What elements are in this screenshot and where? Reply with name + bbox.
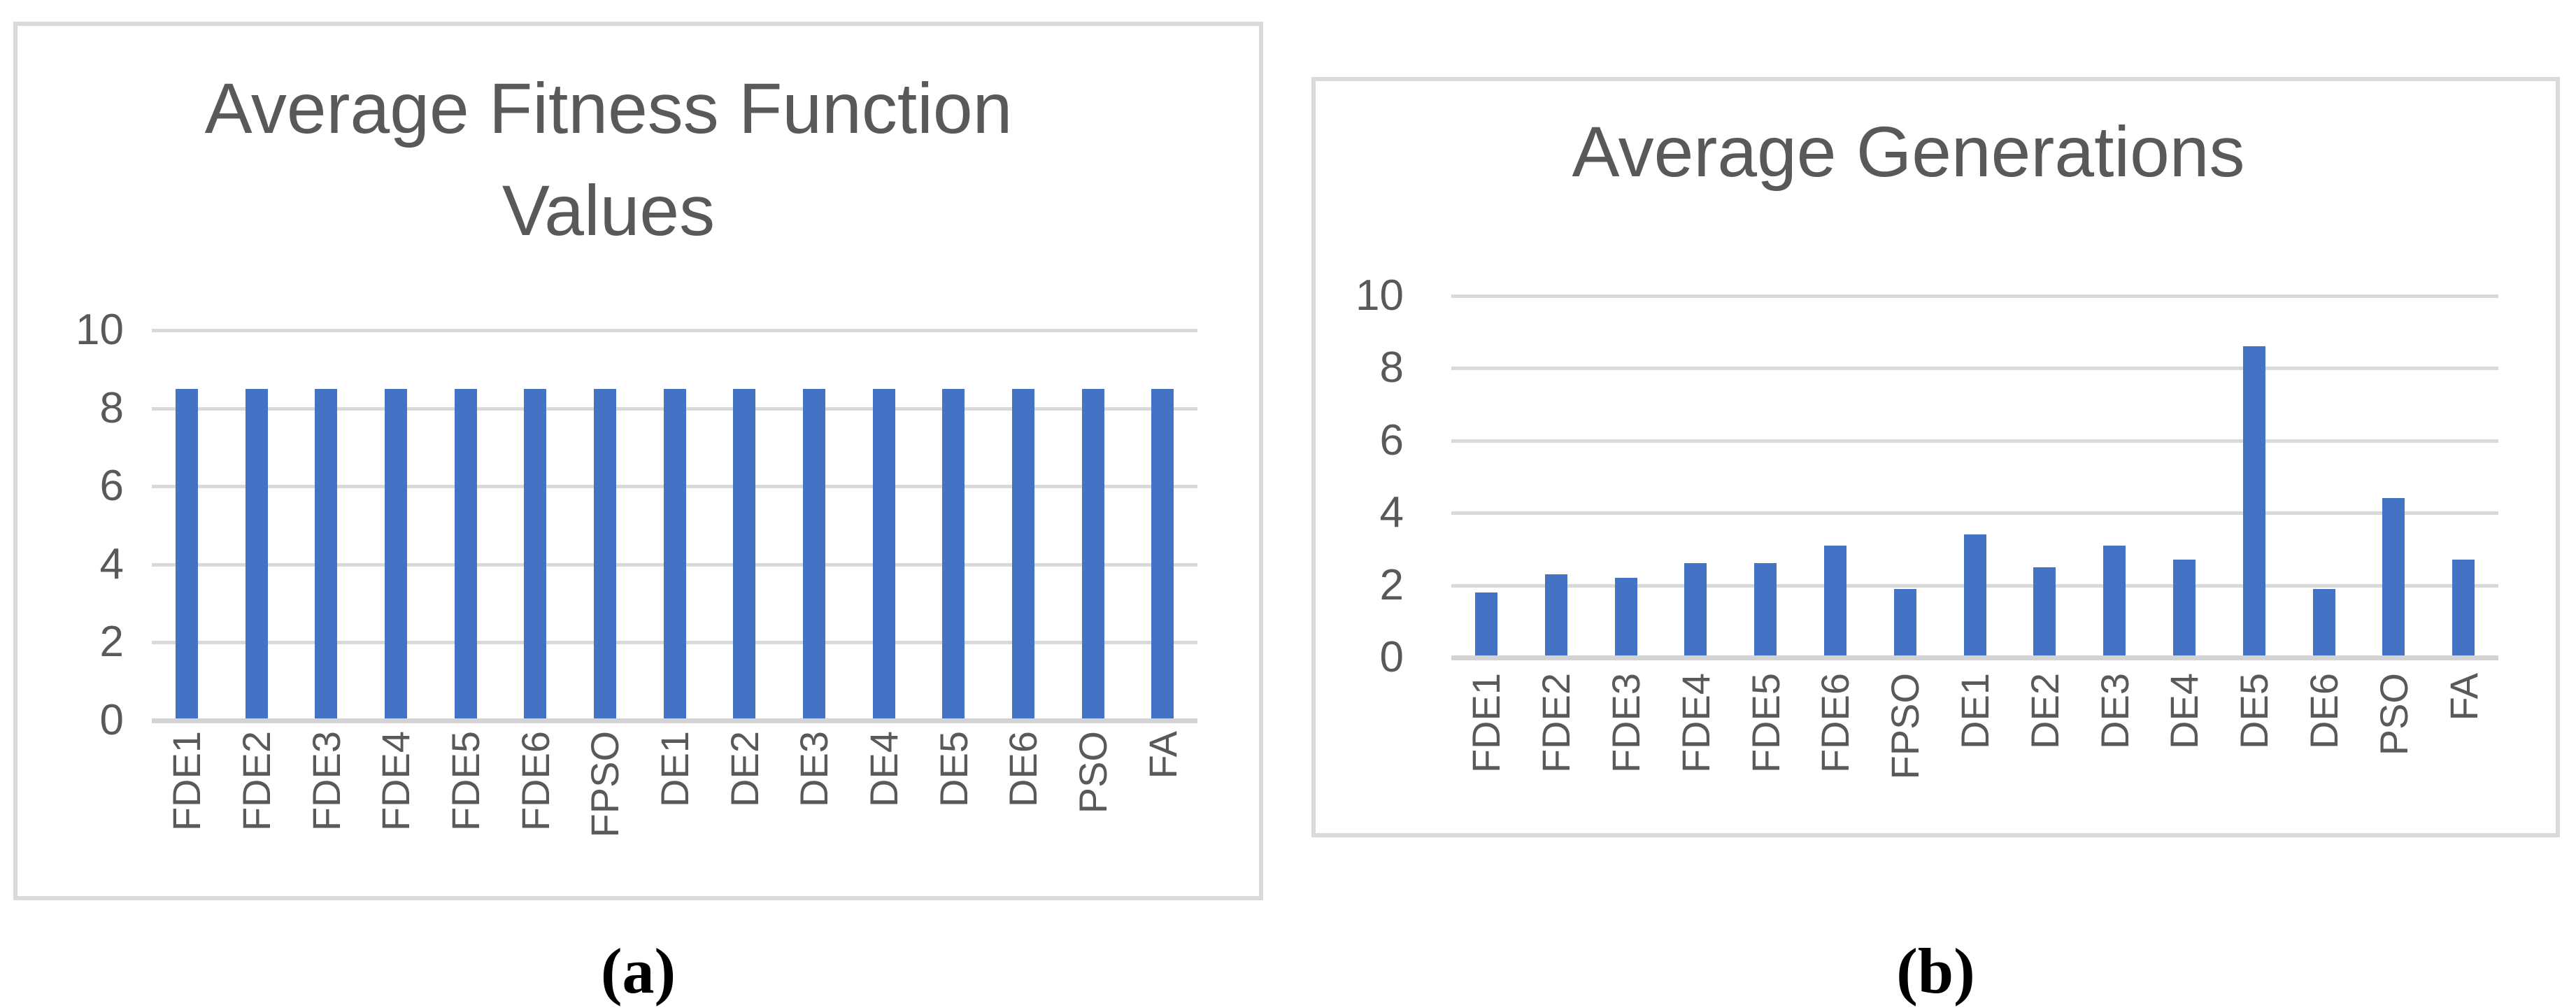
gridline-y10: [152, 329, 1197, 332]
x-tick-text: FDE2: [234, 731, 278, 832]
x-tick-text: DE5: [931, 731, 976, 807]
chart-title-line: Average Generations: [1572, 112, 2245, 192]
gridline-y6: [1451, 439, 2498, 443]
y-tick-label: 4: [99, 539, 124, 588]
y-tick-label: 10: [76, 306, 124, 354]
bar-FDE6: [524, 388, 547, 720]
chart-title: Average Generations: [1316, 101, 2501, 203]
chart-panel-a: Average Fitness Function Values 0 2 4 6 8 10 FDE…: [13, 22, 1263, 900]
bar-FDE2: [1544, 574, 1567, 658]
y-tick-label: 0: [99, 696, 124, 744]
bar-DE5: [2242, 346, 2265, 658]
bar-FDE1: [175, 388, 198, 720]
chart-title-line: Average Fitness Function: [204, 69, 1013, 148]
y-tick-label: 10: [1355, 271, 1404, 320]
x-axis-line: [152, 718, 1197, 723]
x-tick-text: DE2: [722, 731, 767, 807]
x-tick-text: FDE5: [1743, 673, 1788, 774]
x-tick-text: PSO: [2371, 673, 2416, 756]
x-tick-label-FA: FA: [1120, 731, 1204, 897]
bar-DE3: [802, 388, 825, 720]
bar-PSO: [1081, 388, 1104, 720]
bar-DE2: [2033, 567, 2056, 658]
chart-title: Average Fitness Function Values: [17, 57, 1200, 262]
x-tick-text: FDE1: [164, 731, 209, 832]
y-tick-label: 8: [1379, 343, 1404, 392]
bar-DE1: [1963, 534, 1986, 658]
x-tick-text: DE5: [2232, 673, 2277, 749]
figure-caption-a: (a): [600, 935, 676, 1007]
bar-FDE2: [245, 388, 268, 720]
bar-FDE1: [1474, 592, 1497, 658]
bar-DE1: [663, 388, 686, 720]
x-tick-text: DE1: [1953, 673, 1997, 749]
bar-FA: [1151, 388, 1174, 720]
y-tick-label: 4: [1379, 488, 1404, 537]
gridline-y8: [1451, 367, 2498, 370]
x-tick-text: FPSO: [583, 731, 627, 838]
x-tick-text: FDE4: [1673, 673, 1718, 774]
x-tick-text: PSO: [1071, 731, 1115, 814]
bar-FDE3: [315, 388, 338, 720]
bar-DE2: [733, 388, 756, 720]
bar-FDE6: [1823, 545, 1846, 658]
x-tick-label-FA: FA: [2421, 673, 2505, 799]
x-tick-text: DE3: [792, 731, 837, 807]
y-tick-label: 0: [1379, 633, 1404, 681]
bar-DE3: [2103, 545, 2126, 658]
bar-FPSO: [1893, 588, 1916, 658]
x-tick-text: FDE6: [1813, 673, 1858, 774]
bar-FPSO: [593, 388, 616, 720]
bar-FDE4: [384, 388, 407, 720]
x-tick-text: FDE5: [443, 731, 488, 832]
x-tick-text: FDE3: [1604, 673, 1648, 774]
figure-caption-b: (b): [1896, 935, 1975, 1007]
x-tick-text: DE4: [862, 731, 906, 807]
x-tick-text: DE3: [2092, 673, 2137, 749]
y-tick-label: 6: [1379, 416, 1404, 464]
x-tick-text: DE1: [653, 731, 697, 807]
y-tick-label: 2: [99, 618, 124, 667]
x-tick-text: FDE4: [373, 731, 418, 832]
chart-panel-b: Average Generations 0 2 4 6 8 10 FDE1 FDE2 FDE3 FD…: [1311, 77, 2560, 837]
x-axis-line: [1451, 655, 2498, 660]
x-tick-text: FDE2: [1534, 673, 1579, 774]
chart-title-line: Values: [501, 171, 716, 250]
bar-DE6: [1011, 388, 1034, 720]
y-tick-label: 6: [99, 462, 124, 511]
bar-FDE5: [1754, 563, 1777, 658]
x-tick-text: DE6: [1001, 731, 1046, 807]
y-tick-label: 2: [1379, 560, 1404, 609]
x-tick-text: FA: [2441, 673, 2486, 721]
y-tick-label: 8: [99, 383, 124, 432]
bar-DE5: [942, 388, 965, 720]
x-tick-text: FA: [1140, 731, 1185, 779]
bar-PSO: [2382, 498, 2405, 658]
x-tick-text: DE6: [2302, 673, 2346, 749]
x-tick-text: FDE6: [513, 731, 557, 832]
x-tick-text: FDE1: [1464, 673, 1509, 774]
x-tick-text: DE4: [2162, 673, 2207, 749]
x-tick-text: FDE3: [304, 731, 348, 832]
bar-FDE5: [454, 388, 477, 720]
x-tick-text: FPSO: [1883, 673, 1928, 780]
gridline-y4: [1451, 511, 2498, 515]
bar-FA: [2452, 560, 2475, 658]
bar-FDE4: [1684, 563, 1707, 658]
bar-DE4: [872, 388, 895, 720]
bar-DE6: [2312, 588, 2335, 658]
gridline-y10: [1451, 294, 2498, 298]
bar-DE4: [2172, 560, 2196, 658]
bar-FDE3: [1614, 578, 1637, 658]
x-tick-text: DE2: [2022, 673, 2067, 749]
